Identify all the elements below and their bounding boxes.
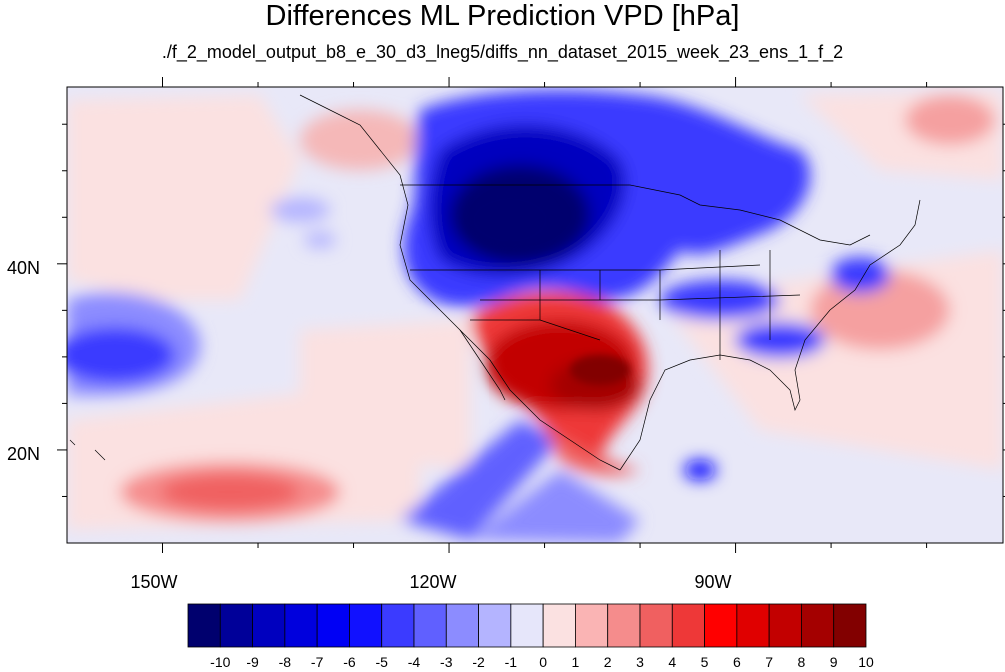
lat-label-40n: 40N: [6, 258, 40, 278]
colorbar-label: 6: [732, 654, 741, 670]
colorbar-swatch: [704, 603, 738, 648]
colorbar-swatch: [445, 603, 479, 648]
colorbar-label: 3: [636, 654, 644, 670]
colorbar-label: -2: [472, 654, 485, 670]
colorbar-swatch: [768, 603, 802, 648]
axis-ticks: [57, 77, 1005, 553]
colorbar-label: -3: [440, 654, 453, 670]
lat-label-20n: 20N: [6, 444, 40, 464]
coastlines: [69, 94, 921, 471]
colorbar-swatch: [575, 603, 609, 648]
lon-label-90w: 90W: [694, 572, 732, 592]
colorbar-swatch: [413, 603, 447, 648]
map-frame: [66, 86, 1004, 544]
colorbar-label: -10: [210, 654, 231, 670]
colorbar-label: -1: [504, 654, 518, 670]
plot-subtitle: ./f_2_model_output_b8_e_30_d3_lneg5/diff…: [161, 42, 844, 62]
colorbar-swatch: [639, 603, 673, 648]
colorbar: [187, 603, 867, 648]
colorbar-swatch: [316, 603, 350, 648]
colorbar-swatch: [478, 603, 512, 648]
colorbar-label: 5: [700, 654, 709, 670]
colorbar-swatch: [187, 603, 221, 648]
colorbar-label: 0: [539, 654, 548, 670]
colorbar-swatch: [542, 603, 576, 648]
colorbar-swatch: [252, 603, 286, 648]
colorbar-label: -6: [343, 654, 356, 670]
colorbar-swatch: [671, 603, 705, 648]
colorbar-label: -7: [310, 654, 324, 670]
colorbar-swatch: [833, 603, 867, 648]
colorbar-label: 2: [603, 654, 612, 670]
colorbar-label: -5: [375, 654, 388, 670]
colorbar-swatch: [510, 603, 544, 648]
colorbar-label: 10: [858, 654, 874, 670]
colorbar-label: -4: [407, 654, 421, 670]
colorbar-label: 9: [829, 654, 838, 670]
lon-label-120w: 120W: [409, 572, 457, 592]
colorbar-swatch: [284, 603, 318, 648]
colorbar-label: 4: [668, 654, 677, 670]
colorbar-label: -9: [246, 654, 259, 670]
colorbar-label: 8: [797, 654, 806, 670]
anomaly-field: [67, 87, 1003, 543]
colorbar-swatch: [736, 603, 770, 648]
colorbar-swatch: [219, 603, 253, 648]
lon-label-150w: 150W: [130, 572, 178, 592]
colorbar-swatch: [381, 603, 415, 648]
colorbar-swatch: [801, 603, 835, 648]
colorbar-swatch: [607, 603, 641, 648]
colorbar-swatch: [349, 603, 383, 648]
colorbar-label: 7: [765, 654, 774, 670]
colorbar-label: -8: [278, 654, 292, 670]
plot-title: Differences ML Prediction VPD [hPa]: [265, 0, 740, 32]
colorbar-label: 1: [571, 654, 580, 670]
